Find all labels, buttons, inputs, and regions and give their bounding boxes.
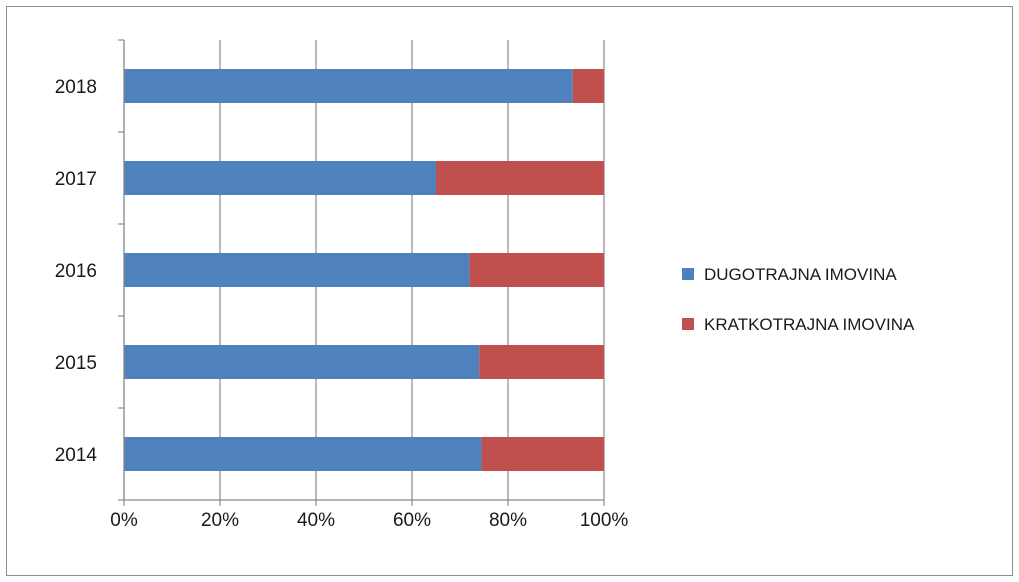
axes [118,39,605,506]
y-axis-tick-labels: 2014 2015 2016 2017 2018 [55,77,98,466]
bar-kratkotrajna-2017 [436,161,604,195]
y-tick-label: 2016 [55,261,97,282]
x-tick-label: 0% [110,510,138,531]
bar-kratkotrajna-2016 [469,253,604,287]
y-tick-label: 2015 [55,353,97,374]
bar-dugotrajna-2014 [124,437,482,471]
bar-kratkotrajna-2014 [481,437,604,471]
bar-dugotrajna-2018 [124,69,573,103]
legend-swatch [682,268,694,280]
x-tick-label: 40% [297,510,335,531]
legend-swatch [682,318,694,330]
x-tick-label: 60% [393,510,431,531]
x-tick-label: 20% [201,510,239,531]
legend-label: KRATKOTRAJNA IMOVINA [704,315,915,334]
bar-series [124,69,604,471]
bar-dugotrajna-2015 [124,345,480,379]
legend-label: DUGOTRAJNA IMOVINA [704,265,897,284]
bar-dugotrajna-2016 [124,253,470,287]
bar-dugotrajna-2017 [124,161,436,195]
bar-kratkotrajna-2018 [572,69,604,103]
x-tick-label: 80% [489,510,527,531]
legend: DUGOTRAJNA IMOVINA KRATKOTRAJNA IMOVINA [682,265,915,334]
x-tick-label: 100% [580,510,629,531]
y-tick-label: 2014 [55,445,98,466]
bar-kratkotrajna-2015 [479,345,604,379]
y-tick-label: 2018 [55,77,97,98]
y-tick-label: 2017 [55,169,97,190]
x-axis-tick-labels: 0% 20% 40% 60% 80% 100% [110,510,628,531]
